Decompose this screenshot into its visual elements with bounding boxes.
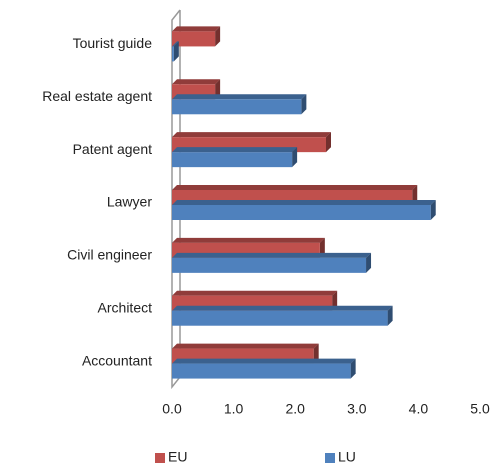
bar-face [172, 290, 338, 296]
bar-face [172, 147, 298, 153]
y-tick-label: Accountant [82, 352, 152, 368]
bar-face [172, 46, 174, 62]
bar-face [387, 305, 393, 326]
legend-label: LU [338, 449, 356, 465]
legend-label: EU [168, 449, 187, 465]
bar-face [172, 99, 302, 115]
bar-face [326, 132, 331, 153]
bar-face [173, 41, 179, 62]
bar-face [172, 79, 221, 85]
bar-face [172, 363, 351, 379]
y-tick-label: Patent agent [73, 141, 153, 157]
bar-face [172, 132, 331, 138]
legend-swatch [155, 453, 165, 463]
bar-face [172, 343, 319, 349]
bar-face [292, 147, 298, 168]
x-tick-label: 0.0 [162, 401, 182, 417]
bar-face [430, 200, 436, 220]
bar [172, 147, 298, 168]
legend-swatch [325, 453, 335, 463]
bar [172, 41, 179, 62]
bar-face [301, 94, 307, 115]
x-tick-label: 2.0 [285, 401, 305, 417]
bar [172, 26, 221, 47]
y-tick-label: Architect [98, 299, 153, 315]
bar-face [172, 237, 325, 243]
bar-face [172, 252, 372, 258]
y-tick-label: Real estate agent [42, 88, 152, 104]
bar-face [172, 26, 221, 32]
bar-face [172, 257, 367, 273]
bar-face [215, 26, 221, 47]
bar-face [172, 94, 307, 100]
y-tick-label: Lawyer [107, 194, 152, 210]
x-tick-label: 1.0 [224, 401, 244, 417]
y-tick-label: Civil engineer [67, 247, 152, 263]
bar [172, 358, 356, 379]
x-tick-label: 5.0 [470, 401, 490, 417]
y-tick-label: Tourist guide [73, 35, 153, 51]
bar-face [172, 358, 356, 364]
x-tick-label: 3.0 [347, 401, 367, 417]
bar [172, 94, 307, 115]
bar-face [172, 310, 388, 326]
bar-face [366, 252, 372, 273]
bar [172, 200, 436, 220]
bar-face [172, 31, 216, 47]
bar-face [172, 152, 293, 168]
bar-face [172, 200, 436, 205]
bar [172, 305, 393, 326]
bar-face [172, 185, 418, 190]
bar-face [350, 358, 356, 379]
bar-face [172, 205, 431, 220]
bar [172, 252, 372, 273]
bar-face [172, 305, 393, 311]
bar-face [172, 41, 179, 47]
x-tick-label: 4.0 [409, 401, 429, 417]
